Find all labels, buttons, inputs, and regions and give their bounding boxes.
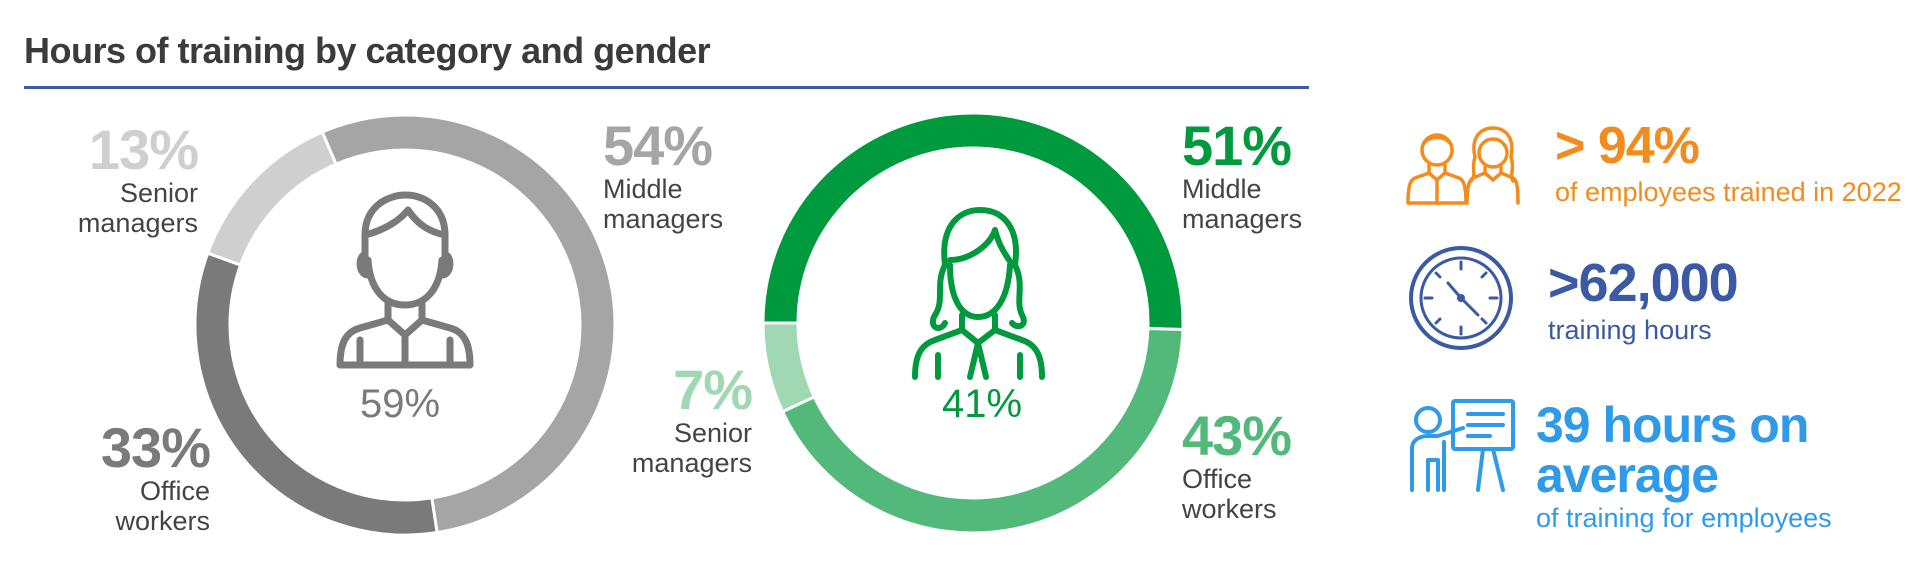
men-slice-middle-managers <box>320 113 617 535</box>
women-office-cat-1: Office <box>1182 464 1253 494</box>
stat-employees: > 94% of employees trained in 2022 <box>1555 120 1902 208</box>
man-icon <box>336 191 474 369</box>
men-office-cat-2: workers <box>115 506 210 536</box>
men-middle-cat-2: managers <box>603 204 724 234</box>
clock-icon <box>1409 246 1513 350</box>
stat-average-line-1: 39 hours on <box>1536 397 1809 453</box>
men-center-pct: 59% <box>359 382 441 426</box>
men-middle-cat-1: Middle <box>603 174 683 204</box>
stat-average: 39 hours on average of training for empl… <box>1536 400 1832 534</box>
woman-icon <box>912 207 1045 380</box>
women-donut-chart <box>761 111 1185 535</box>
women-label-office: 43% Office workers <box>1182 404 1292 525</box>
women-center-pct: 41% <box>941 382 1023 426</box>
women-senior-cat-2: managers <box>631 448 752 478</box>
stat-employees-text: of employees trained in 2022 <box>1555 177 1902 207</box>
women-label-middle: 51% Middle managers <box>1182 114 1303 235</box>
men-slice-senior-managers <box>205 130 339 268</box>
men-office-pct: 33% <box>100 416 211 479</box>
stat-average-line-2: average <box>1536 447 1719 503</box>
women-middle-cat-2: managers <box>1182 204 1303 234</box>
stat-hours-value: >62,000 <box>1548 253 1739 313</box>
men-senior-cat-1: Senior <box>119 178 198 208</box>
men-label-senior: 13% Senior managers <box>70 118 199 239</box>
men-label-office: 33% Office workers <box>80 416 211 537</box>
women-senior-pct: 7% <box>673 358 753 421</box>
men-office-cat-1: Office <box>139 476 210 506</box>
women-office-cat-2: workers <box>1182 494 1277 524</box>
women-middle-cat-1: Middle <box>1182 174 1262 204</box>
men-slice-office-workers <box>193 251 439 537</box>
employees-icon <box>1406 126 1520 205</box>
women-slice-middle-managers <box>761 111 1185 332</box>
chart-title: Hours of training by category and gender <box>24 30 711 71</box>
women-senior-cat-1: Senior <box>673 418 752 448</box>
women-label-senior: 7% Senior managers <box>622 358 753 479</box>
men-label-middle: 54% Middle managers <box>603 114 724 235</box>
women-office-pct: 43% <box>1182 404 1292 467</box>
stat-hours-text: training hours <box>1548 315 1712 345</box>
stat-hours: >62,000 training hours <box>1548 253 1739 346</box>
men-middle-pct: 54% <box>603 114 713 177</box>
women-middle-pct: 51% <box>1182 114 1292 177</box>
title-divider <box>24 86 1309 89</box>
presenter-icon <box>1410 399 1515 492</box>
women-slice-senior-managers <box>761 321 817 414</box>
stat-employees-value: > 94% <box>1555 117 1700 175</box>
men-senior-cat-2: managers <box>77 208 198 238</box>
men-donut-chart <box>193 113 617 537</box>
men-senior-pct: 13% <box>88 118 199 181</box>
stat-average-text: of training for employees <box>1536 503 1832 533</box>
